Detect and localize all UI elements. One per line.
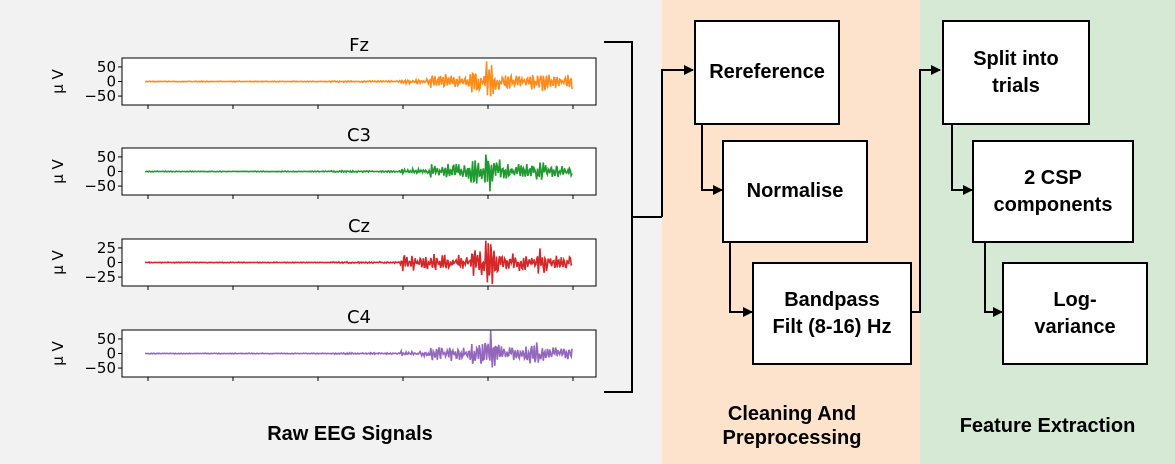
y-tick-label: 50: [97, 148, 116, 166]
eeg-plot-c3: C3 500−50 μ V: [49, 125, 597, 199]
y-axis-label: μ V: [49, 68, 67, 93]
raw-section-title: Raw EEG Signals: [267, 423, 433, 445]
y-tick-label: 25: [97, 239, 116, 257]
eeg-plot-fz: Fz 500−50 μ V: [49, 35, 597, 109]
y-tick-label: 50: [97, 58, 116, 76]
eeg-trace-cz: [144, 240, 573, 285]
normalise-box: Normalise: [722, 140, 868, 243]
log-variance-box: Log-variance: [1002, 262, 1148, 365]
y-tick-label: 0: [106, 345, 116, 363]
channel-title: C4: [347, 307, 371, 328]
arrow-to-split: [912, 65, 941, 313]
cleaning-section-title: Cleaning And Preprocessing: [722, 403, 862, 449]
channel-title: Cz: [348, 216, 370, 237]
bracket: [604, 41, 662, 393]
eeg-trace-fz: [144, 61, 573, 97]
eeg-trace-c3: [144, 154, 573, 192]
y-axis-label: μ V: [49, 340, 67, 365]
y-tick-label: 50: [97, 330, 116, 348]
y-axis-label: μ V: [49, 249, 67, 274]
eeg-plot-cz: Cz 250−25 μ V: [49, 216, 597, 290]
y-tick-label: −50: [84, 359, 116, 377]
feature-section-title: Feature Extraction: [959, 415, 1136, 437]
channel-title: C3: [347, 125, 371, 146]
bandpass-box: Bandpass Filt (8-16) Hz: [752, 262, 912, 365]
arrow-to-rereference: [661, 65, 694, 217]
channel-title: Fz: [349, 35, 369, 56]
eeg-trace-c4: [144, 330, 573, 368]
split-trials-box: Split into trials: [942, 20, 1090, 125]
rereference-box: Rereference: [694, 20, 840, 125]
y-tick-label: −50: [84, 177, 116, 195]
y-tick-label: 0: [106, 254, 116, 272]
y-tick-label: 0: [106, 73, 116, 91]
y-axis-label: μ V: [49, 158, 67, 183]
arrow-to-bandpass: [729, 243, 753, 317]
y-tick-label: 0: [106, 163, 116, 181]
y-tick-label: −50: [84, 87, 116, 105]
csp-box: 2 CSP components: [972, 140, 1134, 243]
flow-connectors: [661, 65, 1003, 317]
eeg-plot-c4: C4 500−50 μ V: [49, 307, 597, 381]
y-tick-label: −25: [84, 268, 116, 286]
arrow-to-normalise: [701, 125, 723, 195]
arrow-to-logvariance: [984, 243, 1003, 317]
arrow-to-csp: [951, 125, 973, 195]
